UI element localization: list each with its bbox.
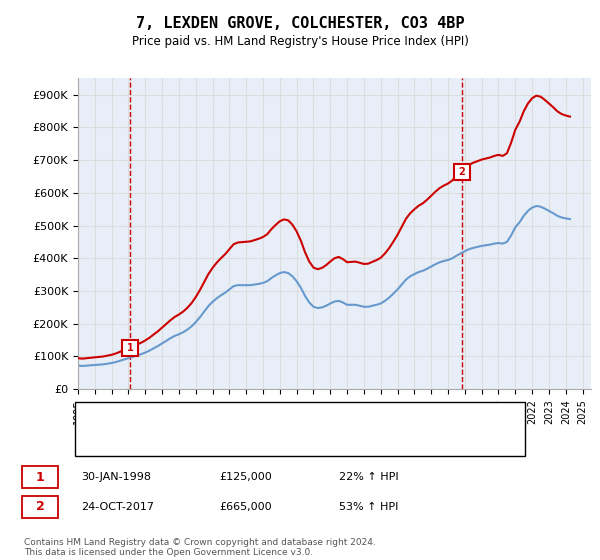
Text: 7, LEXDEN GROVE, COLCHESTER, CO3 4BP: 7, LEXDEN GROVE, COLCHESTER, CO3 4BP bbox=[136, 16, 464, 31]
Text: 2: 2 bbox=[458, 167, 465, 176]
Text: 30-JAN-1998: 30-JAN-1998 bbox=[81, 472, 151, 482]
Text: Contains HM Land Registry data © Crown copyright and database right 2024.
This d: Contains HM Land Registry data © Crown c… bbox=[24, 538, 376, 557]
Text: 22% ↑ HPI: 22% ↑ HPI bbox=[339, 472, 398, 482]
Text: 2: 2 bbox=[36, 500, 44, 514]
Text: 53% ↑ HPI: 53% ↑ HPI bbox=[339, 502, 398, 512]
Text: 1: 1 bbox=[127, 343, 133, 353]
Text: £125,000: £125,000 bbox=[219, 472, 272, 482]
Text: 1: 1 bbox=[36, 470, 44, 484]
Text: Price paid vs. HM Land Registry's House Price Index (HPI): Price paid vs. HM Land Registry's House … bbox=[131, 35, 469, 48]
Text: HPI: Average price, detached house, Colchester: HPI: Average price, detached house, Colc… bbox=[125, 435, 374, 445]
Text: £665,000: £665,000 bbox=[219, 502, 272, 512]
Text: 24-OCT-2017: 24-OCT-2017 bbox=[81, 502, 154, 512]
Text: 7, LEXDEN GROVE, COLCHESTER, CO3 4BP (detached house): 7, LEXDEN GROVE, COLCHESTER, CO3 4BP (de… bbox=[125, 413, 443, 423]
